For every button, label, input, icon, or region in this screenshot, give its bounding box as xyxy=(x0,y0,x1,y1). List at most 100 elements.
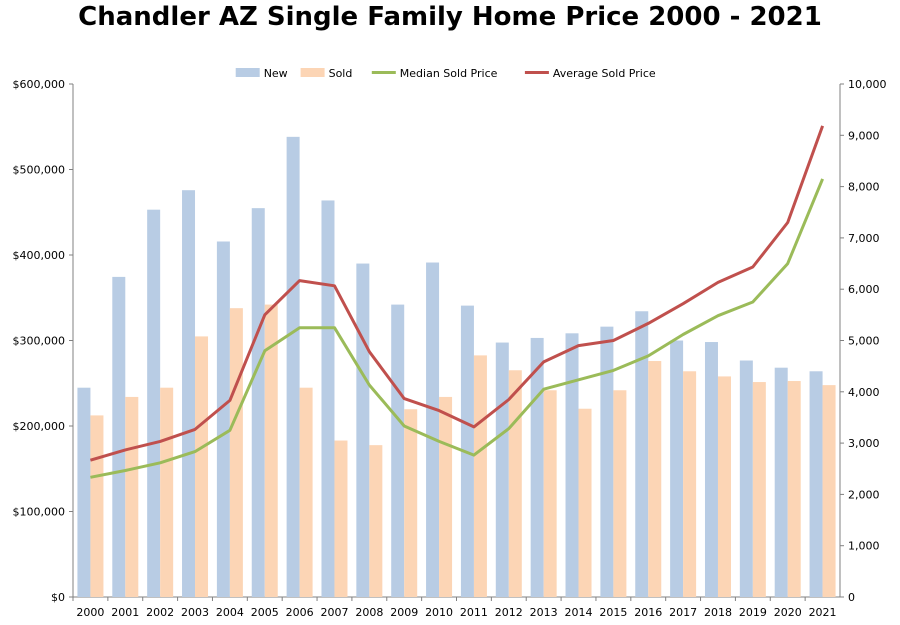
right-tick-label: 0 xyxy=(848,591,855,604)
line-average-sold-price xyxy=(89,125,825,462)
bar-sold xyxy=(508,370,522,597)
legend-item: Average Sold Price xyxy=(524,67,656,80)
x-tick-label: 2011 xyxy=(460,606,488,619)
x-tick-label: 2017 xyxy=(669,606,697,619)
bar-new xyxy=(321,200,335,598)
legend: New Sold Median Sold Price Average Sold Pri… xyxy=(235,67,656,80)
bar-sold xyxy=(613,390,627,597)
x-tick-label: 2003 xyxy=(181,606,209,619)
bar-sold xyxy=(752,382,766,597)
legend-item: Sold xyxy=(300,67,353,80)
chart-title: Chandler AZ Single Family Home Price 200… xyxy=(78,2,822,32)
bar-sold xyxy=(683,371,697,597)
left-tick-label: $100,000 xyxy=(13,506,66,519)
bar-sold xyxy=(264,304,278,597)
bar-sold xyxy=(369,445,383,597)
bar-new xyxy=(704,342,718,597)
bar-sold xyxy=(334,440,348,597)
bar-sold xyxy=(578,408,592,597)
bar-sold xyxy=(439,396,453,597)
bar-new xyxy=(182,190,196,598)
x-tick-label: 2006 xyxy=(286,606,314,619)
x-tick-label: 2004 xyxy=(216,606,244,619)
bar-sold xyxy=(787,381,801,597)
legend-item: Median Sold Price xyxy=(371,67,498,80)
right-tick-label: 10,000 xyxy=(848,78,887,91)
x-tick-label: 2007 xyxy=(320,606,348,619)
bar-sold xyxy=(543,390,557,597)
x-tick-label: 2015 xyxy=(599,606,627,619)
right-tick-label: 8,000 xyxy=(848,181,880,194)
legend-label: Median Sold Price xyxy=(400,67,498,80)
bar-new xyxy=(251,208,265,597)
right-tick-label: 7,000 xyxy=(848,232,880,245)
right-tick-label: 3,000 xyxy=(848,437,880,450)
bar-sold xyxy=(195,336,209,597)
legend-swatch xyxy=(300,68,325,77)
legend-label: Sold xyxy=(329,67,353,80)
bar-new xyxy=(286,136,300,598)
bar-sold xyxy=(160,387,174,597)
bar-new xyxy=(112,276,126,597)
bar-new xyxy=(356,263,370,597)
bar-new xyxy=(809,371,823,597)
bar-new xyxy=(147,209,161,597)
x-tick-label: 2005 xyxy=(251,606,279,619)
right-tick-label: 5,000 xyxy=(848,335,880,348)
right-tick-label: 4,000 xyxy=(848,386,880,399)
bar-new xyxy=(739,360,753,597)
x-tick-label: 2009 xyxy=(390,606,418,619)
bar-sold xyxy=(822,385,836,597)
x-tick-label: 2014 xyxy=(565,606,593,619)
legend-item: New xyxy=(235,67,288,80)
legend-swatch xyxy=(235,68,260,77)
labels-group: $0 $100,000 $200,000 $300,000 $400,000 $500,0… xyxy=(13,78,887,619)
x-tick-label: 2000 xyxy=(76,606,104,619)
bar-sold xyxy=(229,308,243,597)
bar-sold xyxy=(648,361,662,597)
x-tick-label: 2013 xyxy=(530,606,558,619)
bar-new xyxy=(635,311,649,597)
bars-group xyxy=(77,136,836,598)
x-tick-label: 2010 xyxy=(425,606,453,619)
bar-sold xyxy=(90,415,104,597)
bar-new xyxy=(495,342,509,597)
bar-new xyxy=(565,333,579,597)
right-tick-label: 6,000 xyxy=(848,283,880,296)
left-tick-label: $600,000 xyxy=(13,78,66,91)
x-tick-label: 2008 xyxy=(355,606,383,619)
left-tick-label: $300,000 xyxy=(13,335,66,348)
bar-new xyxy=(391,304,405,597)
legend-label: Average Sold Price xyxy=(553,67,656,80)
x-tick-label: 2021 xyxy=(809,606,837,619)
bar-new xyxy=(530,337,544,597)
legend-label: New xyxy=(264,67,288,80)
bar-sold xyxy=(717,376,731,597)
x-tick-label: 2001 xyxy=(111,606,139,619)
x-tick-label: 2020 xyxy=(774,606,802,619)
x-tick-label: 2016 xyxy=(634,606,662,619)
left-tick-label: $500,000 xyxy=(13,164,66,177)
x-tick-label: 2018 xyxy=(704,606,732,619)
line-median-sold-price xyxy=(90,178,824,479)
bar-new xyxy=(216,241,230,597)
lines-group xyxy=(89,125,825,479)
x-tick-label: 2012 xyxy=(495,606,523,619)
bar-new xyxy=(774,367,788,597)
bar-new xyxy=(600,326,614,597)
x-tick-label: 2002 xyxy=(146,606,174,619)
right-tick-label: 1,000 xyxy=(848,540,880,553)
right-tick-label: 9,000 xyxy=(848,129,880,142)
x-tick-label: 2019 xyxy=(739,606,767,619)
bar-sold xyxy=(404,409,418,597)
bar-sold xyxy=(299,387,313,597)
bar-new xyxy=(77,387,91,597)
bar-sold xyxy=(125,396,139,597)
right-tick-label: 2,000 xyxy=(848,488,880,501)
left-tick-label: $400,000 xyxy=(13,249,66,262)
bar-new xyxy=(426,262,440,597)
left-tick-label: $0 xyxy=(51,591,65,604)
bar-sold xyxy=(473,355,487,597)
